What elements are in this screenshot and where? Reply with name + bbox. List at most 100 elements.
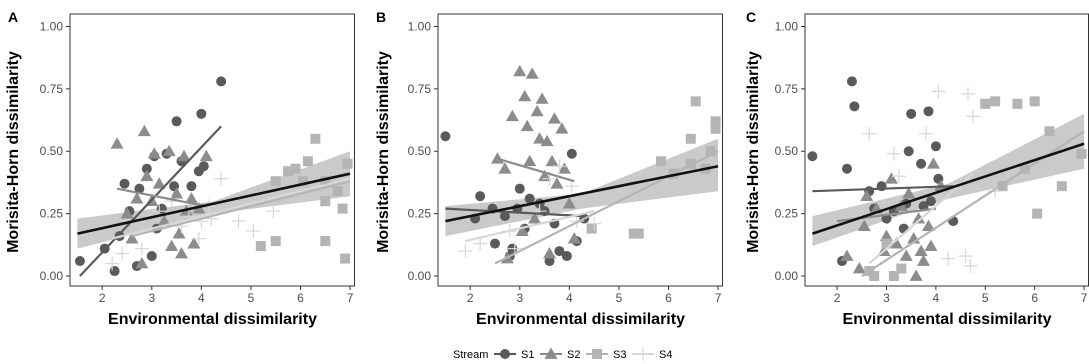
- point-s2: [137, 124, 151, 137]
- point-s3: [990, 96, 1001, 107]
- point-s2: [528, 212, 542, 224]
- point-s3: [320, 236, 331, 247]
- point-s2: [199, 149, 213, 162]
- point-s1: [561, 251, 572, 262]
- point-s1: [146, 251, 157, 262]
- point-s4: [886, 146, 901, 161]
- point-s3: [283, 166, 294, 177]
- y-tick-label: 1.00: [408, 19, 432, 33]
- point-s2: [540, 134, 554, 147]
- legend-label: S3: [613, 349, 626, 361]
- legend-label: S1: [521, 349, 534, 361]
- point-s1: [566, 148, 577, 159]
- fit-line-s2: [497, 157, 575, 183]
- point-s4: [266, 204, 281, 219]
- x-tick-label: 3: [516, 291, 523, 305]
- point-s4: [941, 251, 956, 266]
- y-tick-label: 1.00: [40, 19, 64, 33]
- point-s1: [186, 181, 197, 192]
- point-s2: [505, 109, 519, 122]
- y-tick-label: 0.50: [775, 144, 799, 158]
- point-s3: [888, 271, 899, 282]
- point-s4: [191, 231, 206, 246]
- point-s3: [685, 133, 696, 144]
- point-s4: [214, 171, 229, 186]
- point-s4: [958, 249, 973, 264]
- point-s1: [74, 256, 85, 267]
- point-s1: [524, 193, 535, 204]
- point-s1: [119, 178, 130, 189]
- legend-marker: [592, 349, 602, 359]
- confidence-band: [812, 113, 1085, 247]
- x-tick-label: 7: [1081, 291, 1088, 305]
- x-tick-label: 3: [883, 291, 890, 305]
- x-tick-label: 6: [665, 291, 672, 305]
- legend-marker: [636, 347, 650, 361]
- y-tick-label: 0.00: [775, 269, 799, 283]
- point-s2: [518, 89, 532, 102]
- legend-key-s4: S4: [632, 347, 672, 361]
- panel-a: A 0.00 0.25 0.50 0.75 1.00 2 3 4 5 6 7 Environmental…: [5, 9, 355, 328]
- point-s3: [297, 176, 308, 187]
- point-s2: [934, 179, 948, 192]
- point-s3: [340, 253, 351, 264]
- point-s4: [965, 109, 980, 124]
- point-s3: [337, 203, 348, 214]
- point-s1: [849, 101, 860, 112]
- point-s1: [554, 246, 565, 257]
- point-s2: [860, 189, 874, 202]
- point-s4: [532, 204, 547, 219]
- point-s2: [550, 177, 564, 189]
- point-s2: [530, 104, 544, 117]
- point-s3: [1044, 126, 1055, 137]
- point-s1: [925, 196, 936, 207]
- point-s3: [586, 223, 597, 234]
- x-axis-title: Environmental dissimilarity: [108, 311, 317, 328]
- point-s2: [520, 119, 534, 132]
- point-s2: [555, 122, 569, 134]
- y-tick-label: 0.00: [408, 269, 432, 283]
- y-tick-label: 0.00: [40, 269, 64, 283]
- point-s3: [320, 176, 331, 187]
- point-s3: [980, 98, 991, 109]
- y-tick-label: 1.00: [775, 19, 799, 33]
- point-s2: [545, 154, 559, 167]
- point-s1: [499, 211, 510, 222]
- point-s1: [196, 108, 207, 119]
- legend-marker: [500, 349, 510, 359]
- point-s2: [914, 244, 928, 256]
- x-tick-label: 2: [99, 291, 106, 305]
- point-s4: [134, 241, 149, 256]
- y-tick-label: 0.25: [40, 207, 64, 221]
- panels: A 0.00 0.25 0.50 0.75 1.00 2 3 4 5 6 7 Environmental…: [5, 9, 1089, 328]
- point-s3: [1056, 181, 1067, 192]
- legend-marker: [544, 347, 558, 359]
- panel-letter: B: [376, 9, 386, 25]
- x-axis-title: Environmental dissimilarity: [843, 311, 1052, 328]
- point-s3: [1012, 98, 1023, 109]
- point-s2: [523, 154, 537, 167]
- point-s1: [156, 203, 167, 214]
- point-s3: [705, 146, 716, 157]
- point-s2: [140, 169, 154, 182]
- fit-line-s3: [131, 180, 351, 238]
- point-s2: [525, 67, 539, 79]
- point-s2: [889, 237, 903, 249]
- point-s3: [1029, 96, 1040, 107]
- y-axis-title: Morisita-Horn dissimilarity: [375, 51, 392, 253]
- plot-border: [69, 13, 355, 287]
- fit-line-s1: [79, 125, 222, 277]
- point-s1: [475, 191, 486, 202]
- point-s2: [515, 224, 529, 236]
- point-s4: [587, 216, 602, 231]
- legend: Stream S1 S2 S3 S4: [453, 347, 672, 361]
- point-s4: [246, 224, 261, 239]
- plot-area: [74, 76, 353, 277]
- point-s3: [1076, 148, 1087, 159]
- point-s1: [846, 76, 857, 87]
- panel-letter: C: [746, 9, 756, 25]
- legend-label: S2: [567, 349, 580, 361]
- point-s2: [130, 192, 144, 204]
- point-s1: [171, 116, 182, 127]
- point-s1: [141, 163, 152, 174]
